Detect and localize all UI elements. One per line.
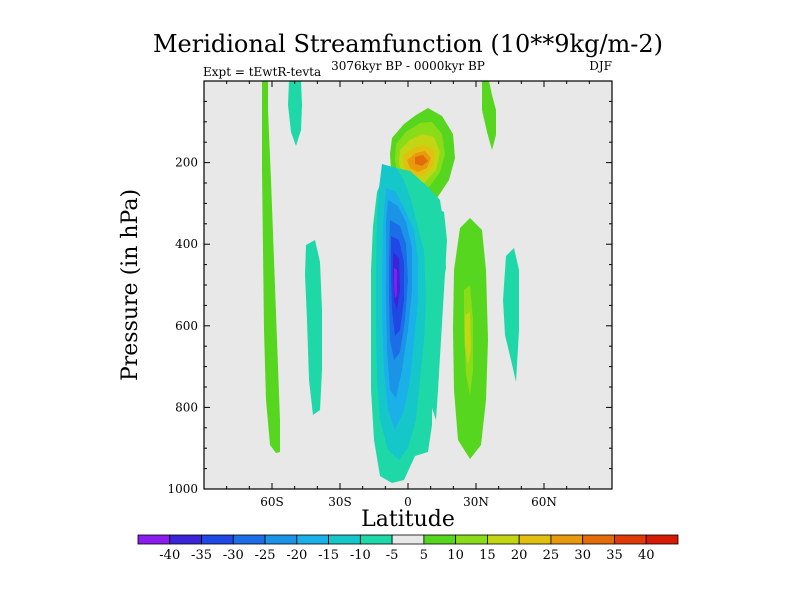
y-tick-label: 1000 — [167, 482, 198, 496]
colorbar-swatch — [455, 534, 488, 545]
colorbar-label: 15 — [479, 548, 496, 563]
contour-cell-l40 — [394, 268, 397, 298]
colorbar-label: 5 — [420, 548, 428, 563]
x-axis-title: Latitude — [361, 507, 455, 532]
x-tick-label: 60S — [260, 495, 284, 509]
colorbar-swatch — [391, 534, 425, 545]
colorbar-label: 20 — [511, 548, 528, 563]
colorbar: -40 -35 -30 -25 -20 -15 -10 -5 5 10 15 20 25 30 35 40 — [137, 534, 679, 563]
colorbar-label: -25 — [255, 548, 276, 563]
period-label: 3076kyr BP - 0000kyr BP — [331, 59, 485, 73]
y-axis-title: Pressure (in hPa) — [118, 189, 143, 381]
colorbar-label: -10 — [350, 548, 371, 563]
contour-upper-positive-l30 — [415, 155, 428, 166]
colorbar-label: 10 — [447, 548, 464, 563]
colorbar-swatch — [328, 534, 361, 545]
season-label: DJF — [589, 59, 612, 73]
contour-north-upper-band — [482, 81, 496, 150]
colorbar-swatch — [645, 534, 679, 545]
contour-north-band-core — [465, 312, 471, 365]
colorbar-swatch — [423, 534, 457, 545]
colorbar-swatch — [487, 534, 520, 545]
colorbar-swatch — [614, 534, 647, 545]
contour-south-mid-blob — [305, 240, 322, 415]
x-tick-label: 60N — [531, 495, 557, 509]
colorbar-swatch — [296, 534, 329, 545]
chart-title: Meridional Streamfunction (10**9kg/m-2) — [153, 30, 663, 58]
colorbar-label: -20 — [286, 548, 307, 563]
colorbar-label: -35 — [191, 548, 212, 563]
x-axis: 60S 30S 0 30N 60N — [203, 81, 613, 509]
colorbar-swatch — [137, 534, 171, 545]
contour-fields — [262, 81, 519, 483]
colorbar-swatch — [582, 534, 615, 545]
contour-south-band-main — [262, 81, 280, 453]
colorbar-label: 30 — [574, 548, 591, 563]
colorbar-label: 25 — [543, 548, 560, 563]
colorbar-swatch — [550, 534, 584, 545]
colorbar-label: -30 — [223, 548, 244, 563]
colorbar-label: 35 — [606, 548, 623, 563]
x-tick-label: 30N — [463, 495, 489, 509]
colorbar-swatch — [169, 534, 202, 545]
experiment-label: Expt = tEwtR-tevta — [203, 65, 321, 79]
y-tick-label: 200 — [175, 156, 198, 170]
y-tick-label: 800 — [175, 400, 198, 414]
x-tick-label: 0 — [404, 495, 412, 509]
colorbar-swatch — [201, 534, 234, 545]
colorbar-swatch — [232, 534, 266, 545]
colorbar-label: -5 — [386, 548, 399, 563]
colorbar-label: 40 — [638, 548, 655, 563]
y-tick-label: 600 — [175, 319, 198, 333]
colorbar-swatch — [359, 534, 393, 545]
x-tick-label: 30S — [328, 495, 352, 509]
y-tick-label: 400 — [175, 237, 198, 251]
colorbar-swatch — [264, 534, 298, 545]
colorbar-label: -15 — [318, 548, 339, 563]
colorbar-swatch — [518, 534, 552, 545]
y-axis: 200 400 600 800 1000 — [167, 80, 612, 496]
contour-north-mid-blob — [503, 248, 519, 382]
contour-south-upper-blob — [288, 81, 302, 146]
colorbar-label: -40 — [159, 548, 180, 563]
